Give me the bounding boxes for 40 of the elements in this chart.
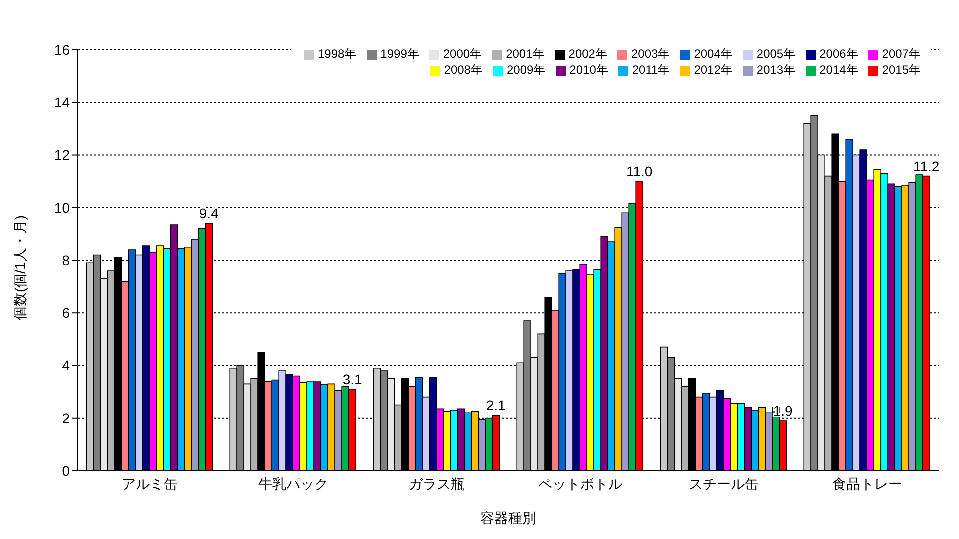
y-tick-label: 0 — [62, 462, 70, 479]
data-label: 9.4 — [199, 206, 220, 222]
y-tick-label: 4 — [62, 358, 70, 374]
legend-label: 2001年 — [506, 47, 545, 61]
x-tick-label: アルミ缶 — [122, 476, 178, 492]
legend-label: 2012年 — [694, 63, 733, 77]
y-tick-label: 8 — [62, 252, 70, 268]
legend-label: 2010年 — [570, 63, 608, 77]
data-label: 3.1 — [342, 371, 363, 388]
x-axis-title: 容器種別 — [480, 510, 536, 526]
y-tick-label: 10 — [54, 200, 70, 216]
x-tick-label: スチール缶 — [688, 476, 759, 492]
legend-label: 2003年 — [631, 47, 670, 61]
y-tick-label: 12 — [54, 147, 70, 164]
y-tick-label: 2 — [62, 410, 70, 426]
legend-label: 2002年 — [568, 47, 608, 61]
x-tick-label: 牛乳パック — [258, 476, 328, 492]
legend-label: 1998年 — [318, 47, 357, 61]
legend-label: 2009年 — [506, 63, 546, 77]
legend-label: 2008年 — [444, 63, 483, 77]
x-tick-label: ペットボトル — [538, 476, 622, 492]
legend-label: 2006年 — [820, 47, 858, 61]
y-tick-label: 6 — [62, 305, 70, 322]
legend-label: 2005年 — [756, 47, 796, 61]
data-label: 11.2 — [914, 158, 940, 174]
data-label: 2.1 — [486, 398, 506, 414]
legend-label: 2000年 — [443, 47, 482, 61]
legend-label: 2007年 — [882, 47, 921, 61]
legend-label: 2014年 — [820, 63, 858, 77]
legend-label: 2013年 — [756, 63, 796, 77]
y-axis-title: 個数(個/1人・月) — [12, 216, 28, 320]
x-tick-label: ガラス瓶 — [408, 476, 465, 492]
legend-label: 1999年 — [380, 47, 420, 61]
y-tick-label: 14 — [54, 94, 70, 111]
y-tick-label: 16 — [54, 42, 70, 58]
legend-label: 2011年 — [632, 63, 670, 77]
data-label: 11.0 — [626, 164, 653, 180]
legend-label: 2015年 — [882, 63, 921, 77]
legend-label: 2004年 — [694, 47, 733, 61]
x-tick-label: 食品トレー — [832, 476, 902, 492]
